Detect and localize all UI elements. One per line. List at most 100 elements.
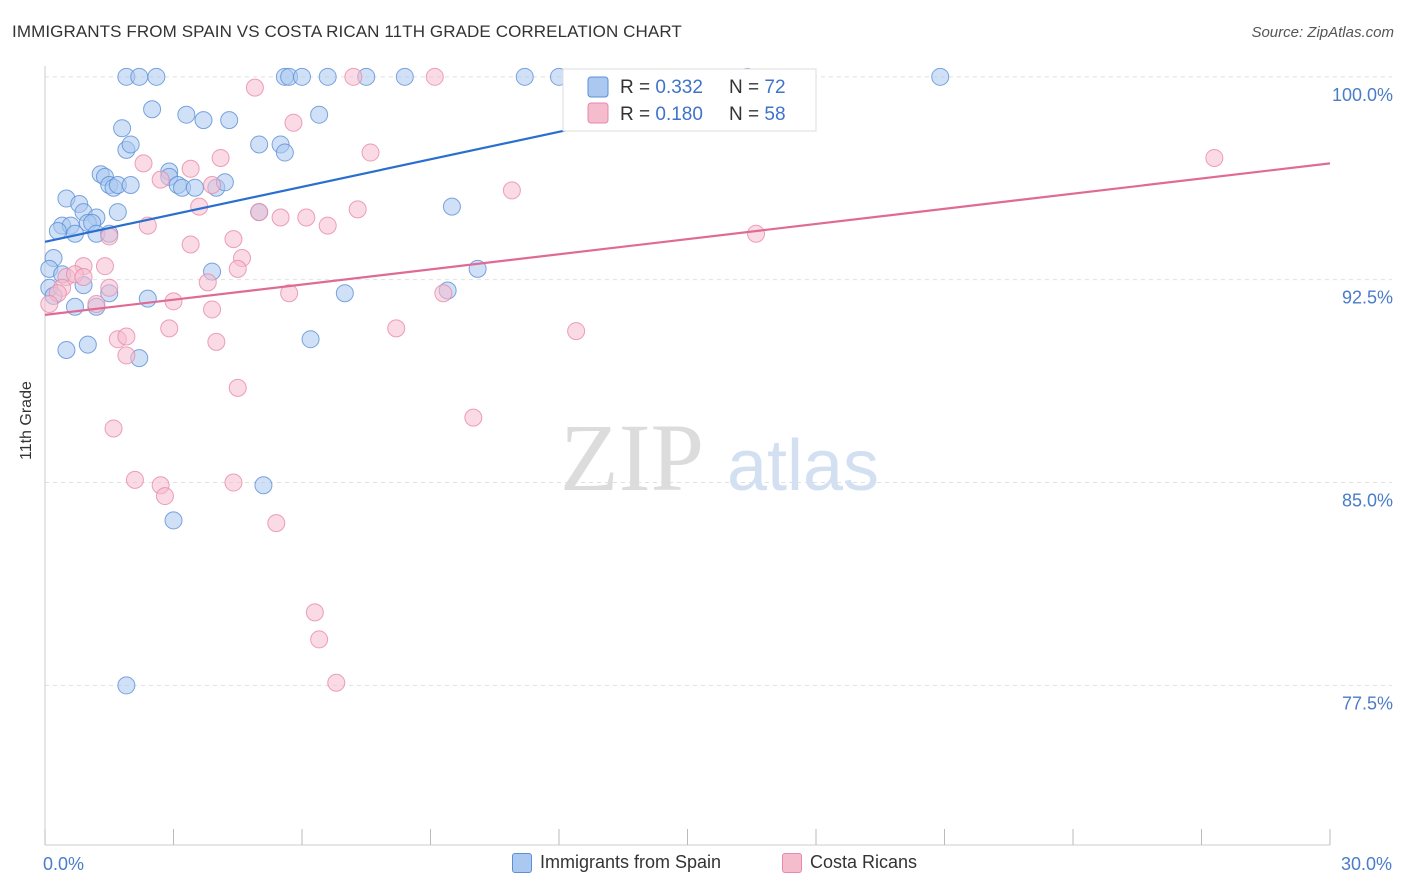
svg-text:R = 0.332: R = 0.332 xyxy=(620,77,703,98)
grid-layer xyxy=(45,76,1392,686)
legend-r-label-2: R = xyxy=(620,104,655,125)
svg-text:N = 58: N = 58 xyxy=(729,104,786,125)
svg-text:R = 0.180: R = 0.180 xyxy=(620,104,703,125)
costa-rican-point xyxy=(348,200,367,219)
costa-rican-point xyxy=(104,419,123,438)
spain-point xyxy=(121,135,140,154)
costa-rican-point xyxy=(228,259,247,278)
costa-rican-point xyxy=(267,514,286,533)
costa-rican-point xyxy=(434,284,453,303)
x-tick-label: 30.0% xyxy=(1341,854,1392,874)
spain-point xyxy=(78,335,97,354)
spain-point xyxy=(113,119,132,138)
costa-rican-point xyxy=(203,176,222,195)
costa-rican-point xyxy=(305,603,324,622)
spain-point xyxy=(442,197,461,216)
spain-point xyxy=(185,178,204,197)
spain-point xyxy=(275,143,294,162)
spain-point xyxy=(143,100,162,119)
watermark-atlas: atlas xyxy=(727,426,879,506)
legend-r-value-2: 0.180 xyxy=(655,104,703,125)
legend-bottom: Immigrants from Spain Costa Ricans xyxy=(0,850,1406,878)
legend-top: R = 0.332 N = 72 R = 0.180 N = 58 xyxy=(562,68,817,132)
costa-rican-trend-line xyxy=(44,162,1331,316)
svg-text:N = 72: N = 72 xyxy=(729,77,786,98)
y-tick-label: 85.0% xyxy=(1342,491,1393,511)
costa-rican-point xyxy=(40,295,59,314)
legend-swatch-costa-rican xyxy=(587,102,609,124)
costa-rican-point xyxy=(134,154,153,173)
spain-point xyxy=(164,511,183,530)
spain-point xyxy=(117,676,136,695)
costa-rican-point xyxy=(280,284,299,303)
spain-point xyxy=(515,67,534,86)
tick-labels: 100.0% 92.5% 85.0% 77.5% 0.0% 30.0% xyxy=(43,85,1393,874)
legend-swatch-spain xyxy=(587,76,609,98)
costa-rican-point xyxy=(318,216,337,235)
costa-rican-point xyxy=(297,208,316,227)
spain-point xyxy=(395,67,414,86)
spain-point xyxy=(147,67,166,86)
axis-layer xyxy=(44,66,1331,846)
legend-n-label-2: N = xyxy=(729,104,764,125)
costa-rican-point xyxy=(250,203,269,222)
costa-rican-point xyxy=(207,332,226,351)
y-tick-label: 100.0% xyxy=(1332,85,1393,105)
spain-point xyxy=(108,203,127,222)
legend-item-spain: Immigrants from Spain xyxy=(512,852,721,873)
spain-point xyxy=(931,67,950,86)
costa-rican-point xyxy=(1205,148,1224,167)
spain-point xyxy=(130,67,149,86)
spain-point xyxy=(301,330,320,349)
spain-point xyxy=(250,135,269,154)
spain-point xyxy=(220,111,239,130)
costa-rican-point xyxy=(155,487,174,506)
costa-rican-point xyxy=(74,267,93,286)
costa-rican-point xyxy=(203,300,222,319)
legend-bottom-label-costa-rican: Costa Ricans xyxy=(810,852,918,872)
costa-rican-point xyxy=(117,346,136,365)
legend-n-label-1: N = xyxy=(729,77,764,98)
spain-point xyxy=(310,105,329,124)
costa-rican-point xyxy=(117,327,136,346)
spain-point xyxy=(177,105,196,124)
y-tick-label: 92.5% xyxy=(1342,288,1393,308)
spain-point xyxy=(293,67,311,86)
costa-rican-point xyxy=(211,148,230,167)
costa-rican-point xyxy=(271,208,290,227)
spain-point xyxy=(121,176,140,195)
watermark: ZIP atlas xyxy=(560,404,879,511)
spain-point xyxy=(194,111,213,130)
costa-rican-point xyxy=(245,78,264,97)
costa-rican-point xyxy=(181,159,200,178)
costa-rican-point xyxy=(224,230,243,249)
spain-point xyxy=(57,341,76,360)
costa-rican-point xyxy=(361,143,380,162)
costa-rican-point xyxy=(327,673,346,692)
costa-rican-point xyxy=(228,378,247,397)
costa-rican-point xyxy=(125,470,144,489)
costa-rican-point xyxy=(464,408,483,427)
costa-rican-point xyxy=(151,170,170,189)
costa-rican-point xyxy=(95,257,114,276)
watermark-zip: ZIP xyxy=(560,404,704,511)
costa-rican-point xyxy=(387,319,406,338)
costa-rican-point xyxy=(747,224,766,243)
legend-r-value-1: 0.332 xyxy=(655,77,703,98)
legend-bottom-label-spain: Immigrants from Spain xyxy=(540,852,722,872)
legend-bottom-swatch-spain xyxy=(512,852,532,873)
costa-rican-point xyxy=(284,113,303,132)
costa-rican-point xyxy=(181,235,200,254)
costa-rican-point xyxy=(502,181,521,200)
x-tick-label: 0.0% xyxy=(43,854,84,874)
y-tick-label: 77.5% xyxy=(1342,693,1393,713)
costa-rican-point xyxy=(160,319,179,338)
legend-bottom-swatch-costa-rican xyxy=(782,852,802,873)
legend-r-label-1: R = xyxy=(620,77,655,98)
legend-n-value-2: 58 xyxy=(764,104,785,125)
costa-rican-point xyxy=(344,67,363,86)
costa-rican-point xyxy=(198,273,217,292)
costa-rican-point xyxy=(224,473,243,492)
legend-item-costa-rican: Costa Ricans xyxy=(782,852,917,873)
spain-point xyxy=(138,289,157,308)
